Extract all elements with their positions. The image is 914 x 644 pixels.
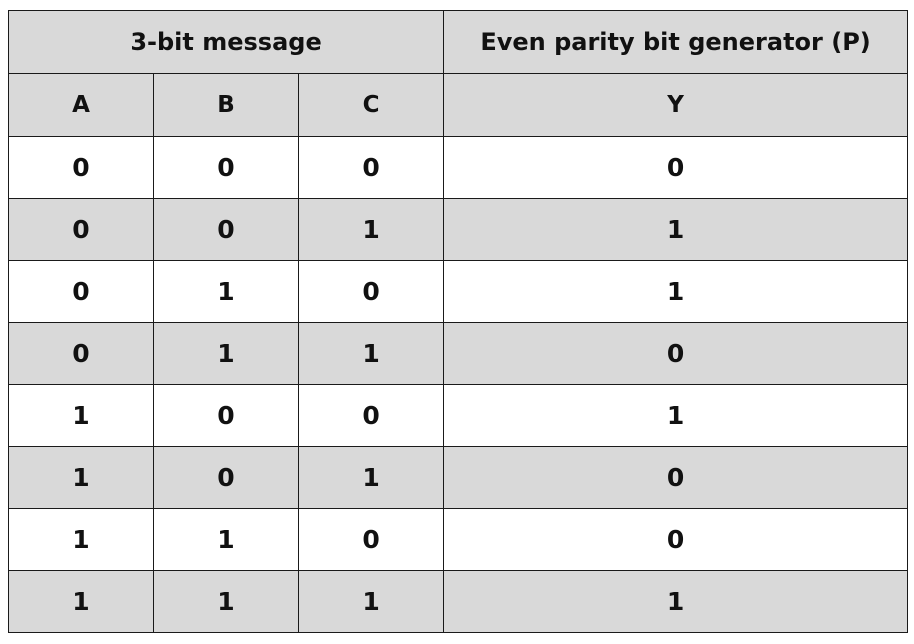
cell-b: 1	[153, 322, 299, 385]
cell-y: 0	[443, 322, 909, 385]
cell-b: 0	[153, 446, 299, 509]
table-row: 0 1 1 0	[8, 322, 909, 385]
cell-b: 0	[153, 136, 299, 199]
message-group-header: 3-bit message	[7, 10, 445, 74]
cell-a: 1	[8, 384, 154, 447]
cell-a: 0	[8, 136, 154, 199]
column-header-b: B	[153, 73, 299, 137]
cell-y: 0	[443, 508, 909, 571]
cell-a: 1	[8, 446, 154, 509]
cell-y: 1	[443, 570, 909, 633]
cell-b: 1	[153, 508, 299, 571]
cell-b: 1	[153, 260, 299, 323]
cell-c: 1	[297, 322, 445, 385]
group-header-row: 3-bit message Even parity bit generator …	[7, 10, 909, 74]
parity-group-header: Even parity bit generator (P)	[443, 10, 909, 74]
cell-b: 1	[153, 570, 299, 633]
table-row: 0 0 0 0	[8, 136, 909, 199]
cell-a: 1	[8, 570, 154, 633]
table-row: 1 0 1 0	[8, 446, 909, 509]
cell-c: 1	[297, 446, 445, 509]
table-row: 0 1 0 1	[8, 260, 909, 323]
cell-a: 0	[8, 322, 154, 385]
cell-c: 0	[297, 508, 445, 571]
cell-c: 0	[297, 260, 445, 323]
table-row: 1 1 0 0	[8, 508, 909, 571]
cell-b: 0	[153, 198, 299, 261]
cell-a: 0	[8, 260, 154, 323]
table-row: 1 1 1 1	[8, 570, 909, 633]
cell-c: 1	[297, 198, 445, 261]
table-row: 1 0 0 1	[8, 384, 909, 447]
cell-c: 0	[297, 384, 445, 447]
cell-y: 1	[443, 260, 909, 323]
cell-c: 1	[297, 570, 445, 633]
cell-y: 0	[443, 446, 909, 509]
cell-y: 0	[443, 136, 909, 199]
cell-y: 1	[443, 198, 909, 261]
column-header-c: C	[297, 73, 445, 137]
column-header-y: Y	[443, 73, 909, 137]
cell-y: 1	[443, 384, 909, 447]
cell-a: 0	[8, 198, 154, 261]
cell-c: 0	[297, 136, 445, 199]
table-row: 0 0 1 1	[8, 198, 909, 261]
truth-table: 3-bit message Even parity bit generator …	[7, 10, 909, 633]
column-header-a: A	[8, 73, 154, 137]
cell-b: 0	[153, 384, 299, 447]
column-header-row: A B C Y	[8, 73, 909, 137]
cell-a: 1	[8, 508, 154, 571]
